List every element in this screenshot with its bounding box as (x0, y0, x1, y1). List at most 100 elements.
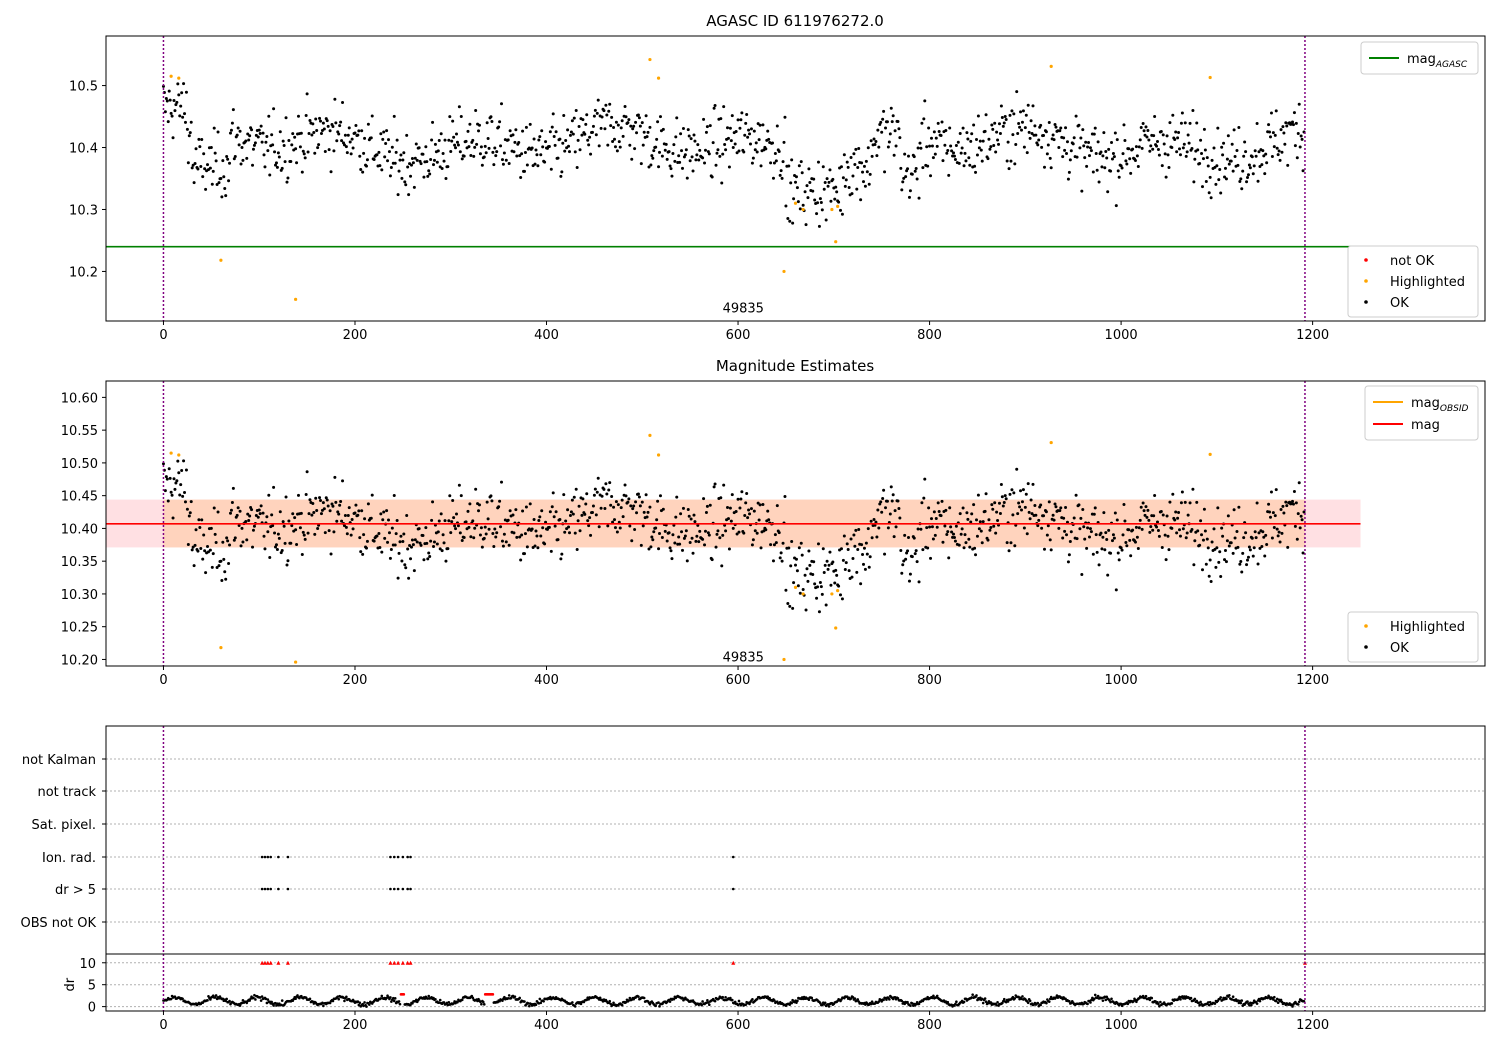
ok-point (480, 545, 484, 549)
ok-point (1121, 152, 1125, 156)
ok-point (796, 584, 800, 588)
legend-box (1347, 611, 1479, 663)
ok-point (1124, 159, 1128, 163)
dr-point (503, 995, 506, 999)
dr-point (708, 1003, 711, 1006)
ok-point (1081, 508, 1085, 512)
x-tick-label: 600 (726, 1018, 751, 1033)
ok-point (424, 526, 428, 530)
ok-point (241, 158, 245, 162)
ok-point (1173, 518, 1177, 522)
ok-point (1067, 553, 1071, 557)
dr-point (442, 1001, 446, 1004)
dr-point (527, 1004, 531, 1008)
ok-point (413, 156, 417, 160)
ok-point (280, 166, 284, 170)
ok-point (791, 606, 795, 610)
ok-point (386, 159, 390, 163)
ok-point (578, 529, 582, 533)
ok-point (877, 145, 881, 149)
ok-point (1059, 506, 1063, 510)
ok-point (1161, 513, 1165, 517)
ok-point (753, 148, 757, 152)
ok-point (722, 105, 726, 109)
ok-point (1042, 547, 1046, 551)
ok-point (569, 130, 573, 134)
ok-point (1297, 481, 1301, 485)
ok-point (928, 144, 932, 148)
ok-point (1180, 111, 1184, 115)
ok-point (1081, 128, 1085, 132)
ok-point (573, 150, 577, 154)
ok-point (839, 547, 843, 551)
ok-point (1074, 493, 1078, 497)
ok-point (716, 529, 720, 533)
ok-point (745, 492, 749, 496)
ok-point (1053, 502, 1057, 506)
dr-point (1090, 998, 1093, 1002)
legend-point-label: OK (1390, 296, 1409, 311)
ok-point (387, 531, 391, 535)
ok-point (1061, 155, 1065, 159)
ok-point (731, 526, 735, 530)
ok-point (840, 212, 844, 216)
ok-point (1237, 126, 1241, 130)
ok-point (225, 536, 229, 540)
ok-point (277, 155, 281, 159)
ok-point (524, 505, 528, 509)
ok-point (999, 104, 1003, 108)
ok-point (620, 119, 624, 123)
ok-point (617, 140, 621, 144)
ok-point (790, 540, 794, 544)
ok-point (910, 555, 914, 559)
ok-point (817, 610, 821, 614)
ok-point (1195, 121, 1199, 125)
ok-point (784, 588, 788, 592)
ok-point (1181, 527, 1185, 531)
ok-point (608, 481, 612, 485)
ok-point (1274, 109, 1278, 113)
ok-point (399, 534, 403, 538)
dr-point (343, 999, 346, 1003)
ok-point (1212, 146, 1216, 150)
ok-point (172, 477, 176, 481)
dr-point (379, 997, 383, 1000)
ok-point (273, 531, 277, 535)
ok-point (736, 118, 740, 122)
ok-point (884, 506, 888, 510)
ok-point (635, 131, 639, 135)
ok-point (558, 137, 562, 141)
ok-point (566, 508, 570, 512)
dr-point (713, 999, 717, 1003)
ok-point (1014, 143, 1018, 147)
ok-point (890, 120, 894, 124)
ok-point (1166, 534, 1170, 538)
ok-point (775, 504, 779, 508)
ok-point (256, 515, 260, 519)
ok-point (749, 507, 753, 511)
dr-point (1257, 997, 1261, 1001)
ok-point (198, 525, 202, 529)
ok-point (1047, 500, 1051, 504)
flag-label: dr > 5 (55, 883, 96, 898)
ok-point (262, 534, 266, 538)
dr-point (877, 1000, 881, 1003)
ok-point (595, 490, 599, 494)
ok-point (166, 499, 170, 503)
ok-point (530, 146, 534, 150)
ok-point (1203, 148, 1207, 152)
ok-point (1268, 515, 1272, 519)
ok-point (354, 503, 358, 507)
ok-point (948, 126, 952, 130)
ok-point (334, 121, 338, 125)
ok-point (702, 117, 706, 121)
ok-point (859, 198, 863, 202)
ok-point (189, 120, 193, 124)
ok-point (453, 524, 457, 528)
ok-point (1008, 113, 1012, 117)
ok-point (815, 212, 819, 216)
ok-point (731, 146, 735, 150)
dr-point (733, 1000, 737, 1004)
ok-point (1009, 159, 1013, 163)
ok-point (1195, 500, 1199, 504)
